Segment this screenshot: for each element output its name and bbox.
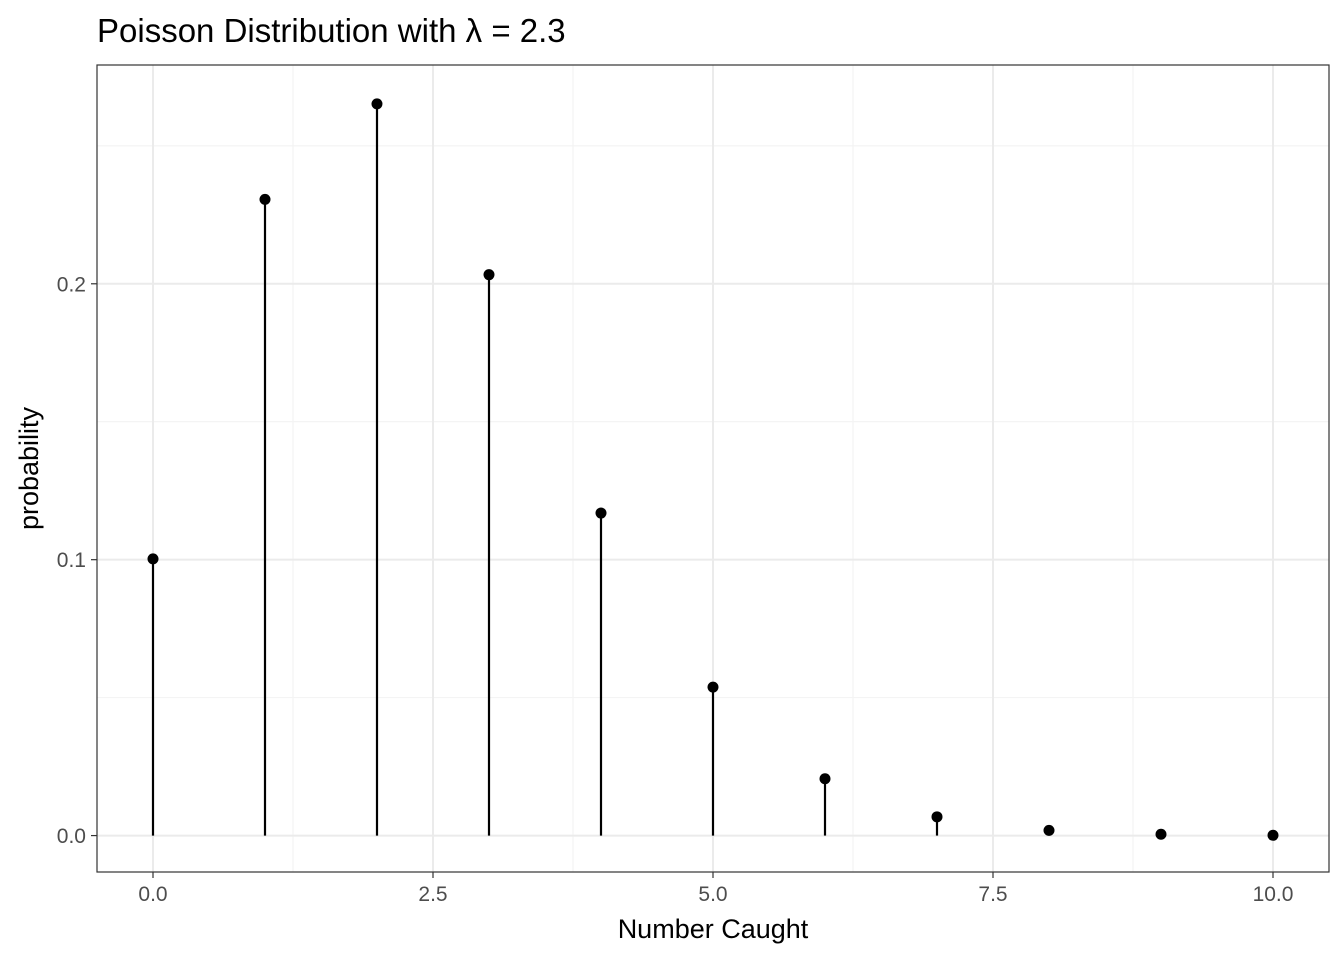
x-tick-label-3: 7.5	[978, 883, 1007, 906]
point-6	[819, 773, 831, 785]
point-8	[1043, 824, 1055, 836]
y-tick-label-1: 0.1	[57, 549, 86, 572]
point-2	[371, 98, 383, 110]
point-1	[259, 193, 271, 205]
point-3	[483, 269, 495, 281]
y-axis-title: probability	[14, 406, 44, 530]
point-7	[931, 811, 943, 823]
x-tick-label-2: 5.0	[698, 883, 727, 906]
data-marks	[147, 98, 1279, 841]
point-10	[1267, 829, 1279, 841]
point-4	[595, 507, 607, 519]
axis-ticks: 0.0 2.5 5.0 7.5 10.0 0.0 0.1 0.2	[57, 273, 1294, 906]
chart-title: Poisson Distribution with λ = 2.3	[97, 12, 566, 49]
y-tick-label-2: 0.2	[57, 273, 86, 296]
x-axis-title: Number Caught	[618, 914, 809, 944]
y-tick-label-0: 0.0	[57, 825, 86, 848]
x-tick-label-0: 0.0	[138, 883, 167, 906]
point-0	[147, 553, 159, 565]
x-tick-label-1: 2.5	[418, 883, 447, 906]
point-9	[1155, 828, 1167, 840]
point-5	[707, 681, 719, 693]
x-tick-label-4: 10.0	[1253, 883, 1294, 906]
